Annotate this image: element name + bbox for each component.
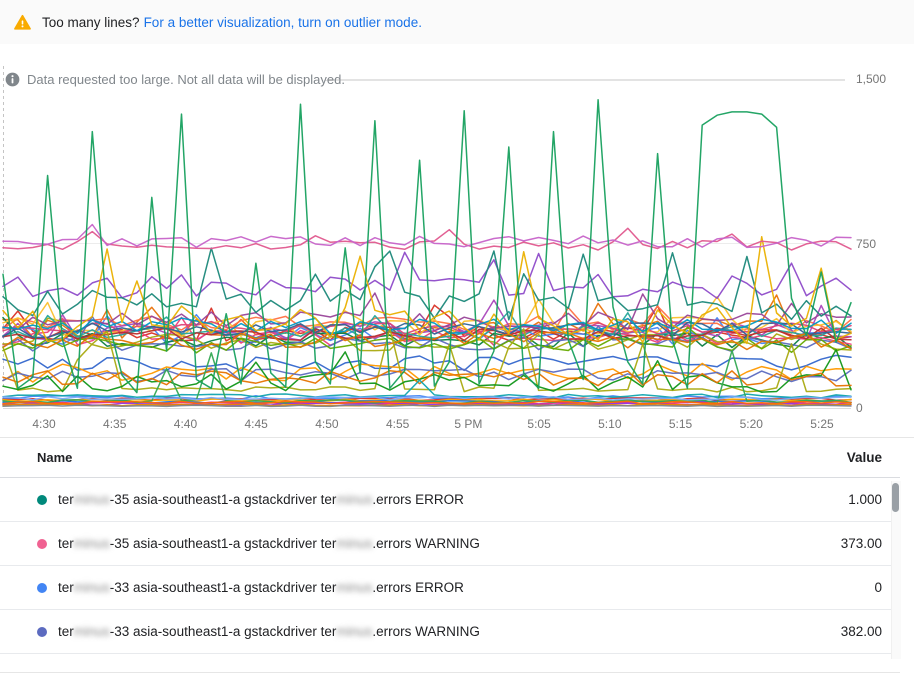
redacted-text: minus	[336, 624, 373, 639]
chart-line-main-green	[2, 99, 852, 394]
chart-line-bg-12	[2, 320, 852, 335]
chart-line-bg-13	[2, 326, 852, 354]
chart-line-mid-purple	[2, 251, 852, 300]
redacted-text: minus	[73, 492, 110, 507]
chart-line-flat-3	[2, 398, 852, 403]
chart-line-mid-teal	[2, 247, 852, 321]
series-value: 0	[874, 580, 882, 595]
x-tick-label: 4:50	[315, 417, 339, 431]
chart-line-bg-8	[2, 317, 852, 352]
chart-line-bg-4	[2, 316, 852, 349]
chart-line-bg-9	[2, 296, 852, 338]
chart-line-bg-3	[2, 313, 852, 345]
series-name: terminus-35 asia-southeast1-a gstackdriv…	[58, 492, 464, 507]
x-tick-label: 4:55	[385, 417, 410, 431]
x-tick-label: 4:45	[244, 417, 268, 431]
x-tick-label: 4:30	[32, 417, 56, 431]
table-header: Name Value	[0, 437, 900, 477]
chart-line-bg-14	[2, 327, 852, 342]
outlier-mode-link[interactable]: For a better visualization, turn on outl…	[143, 14, 422, 30]
redacted-text: minus	[73, 624, 110, 639]
x-tick-label: 5:25	[810, 417, 834, 431]
chart-line-flat-6	[2, 402, 852, 406]
chart-line-flat-7	[2, 379, 852, 399]
table-row[interactable]: terminus-35 asia-southeast1-a gstackdriv…	[0, 478, 900, 522]
scrollbar-thumb[interactable]	[892, 483, 899, 512]
chart-line-low-2	[2, 362, 852, 383]
chart-line-flat-9	[2, 349, 852, 404]
series-color-dot	[37, 538, 47, 549]
chart-line-bg-1	[2, 294, 852, 340]
redacted-text: minus	[336, 536, 373, 551]
x-tick-label: 5 PM	[454, 417, 483, 431]
chart-line-low-4	[2, 327, 852, 393]
chart-line-low-3	[2, 367, 852, 383]
chart-line-flat-8	[2, 403, 852, 407]
warning-icon	[13, 13, 32, 32]
chart-line-bg-2	[2, 304, 852, 342]
chart-line-upper-pink	[2, 227, 852, 251]
y-tick-label: 1,500	[856, 72, 887, 86]
redacted-text: minus	[73, 580, 110, 595]
series-color-dot	[37, 626, 47, 637]
redacted-text: minus	[336, 492, 373, 507]
banner-text: Too many lines?	[42, 14, 140, 30]
chart-line-flat-4	[2, 399, 852, 404]
x-tick-label: 4:40	[173, 417, 198, 431]
panel-bottom-divider	[0, 672, 900, 673]
chart-line-bg-5	[2, 305, 852, 334]
notice-rule	[324, 80, 845, 81]
notice-text: Data requested too large. Not all data w…	[27, 72, 345, 87]
y-tick-label: 0	[856, 401, 863, 415]
y-tick-label: 750	[856, 236, 877, 251]
x-tick-label: 5:10	[598, 417, 622, 431]
x-tick-label: 4:35	[103, 417, 127, 431]
table-row[interactable]: terminus-35 asia-southeast1-a gstackdriv…	[0, 522, 900, 566]
chart-line-low-5	[2, 349, 852, 393]
series-color-dot	[37, 582, 47, 593]
chart-line-bg-6	[2, 299, 852, 342]
series-value: 373.00	[840, 536, 882, 551]
column-header-value: Value	[846, 449, 882, 465]
x-tick-label: 5:20	[739, 417, 763, 431]
series-value: 382.00	[840, 624, 882, 639]
table-top-divider	[0, 437, 914, 438]
chart-line-bg-11	[2, 310, 852, 340]
chart-line-bg-15	[2, 321, 852, 339]
chart-line-mid-gold	[2, 236, 852, 345]
chart-line-bg-7	[2, 316, 852, 347]
chart-line-upper-magenta	[2, 223, 852, 249]
chart-line-bg-16	[2, 292, 852, 332]
chart-line-bg-10	[2, 315, 852, 353]
table-header-divider	[0, 477, 900, 478]
scrollbar-track[interactable]	[891, 481, 901, 659]
table-body: terminus-35 asia-southeast1-a gstackdriv…	[0, 478, 914, 654]
chart-line-flat-10	[2, 404, 852, 408]
table-row[interactable]: terminus-33 asia-southeast1-a gstackdriv…	[0, 610, 900, 654]
series-name: terminus-33 asia-southeast1-a gstackdriv…	[58, 624, 480, 639]
series-value: 1.000	[848, 492, 882, 507]
x-tick-label: 5:05	[527, 417, 551, 431]
chart-line-flat-12	[2, 395, 852, 401]
chart-line-low-6	[2, 369, 852, 387]
warning-banner: Too many lines? For a better visualizati…	[0, 0, 914, 44]
chart-line-bg-18	[2, 317, 852, 335]
chart-line-flat-5	[2, 401, 852, 405]
chart-line-bg-17	[2, 331, 852, 351]
series-name: terminus-35 asia-southeast1-a gstackdriv…	[58, 536, 480, 551]
table-row[interactable]: terminus-33 asia-southeast1-a gstackdriv…	[0, 566, 900, 610]
data-notice: Data requested too large. Not all data w…	[5, 72, 345, 87]
chart-line-low-1	[2, 354, 852, 372]
chart-line-flat-1	[2, 394, 852, 400]
redacted-text: minus	[336, 580, 373, 595]
column-header-name: Name	[37, 449, 73, 465]
x-tick-label: 5:15	[668, 417, 693, 431]
info-icon	[5, 72, 20, 87]
chart-line-flat-2	[2, 397, 852, 402]
series-color-dot	[37, 494, 47, 505]
series-name: terminus-33 asia-southeast1-a gstackdriv…	[58, 580, 464, 595]
redacted-text: minus	[73, 536, 110, 551]
chart-line-flat-11	[2, 400, 852, 405]
